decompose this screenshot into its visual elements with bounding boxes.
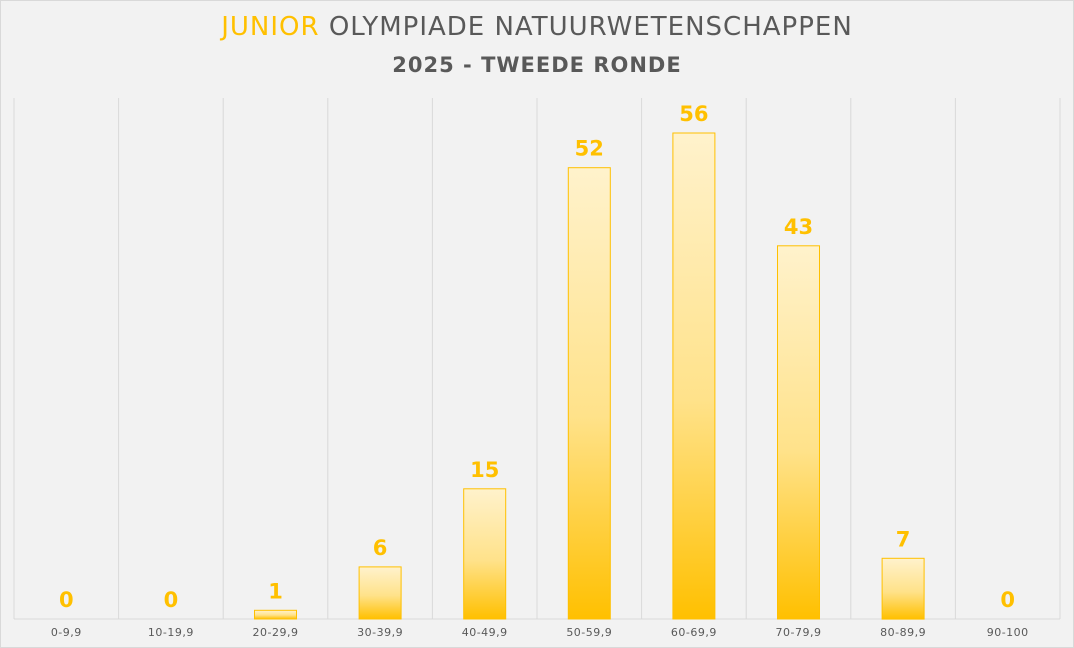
bar-30-39,9: [358, 566, 402, 620]
bar-20-29,9: [254, 609, 297, 620]
x-tick-label: 50-59,9: [566, 626, 612, 639]
bar-60-69,9: [672, 132, 716, 620]
chart-title-main: OLYMPIADE NATUURWETENSCHAPPEN: [328, 12, 853, 42]
chart-title-accent: JUNIOR: [221, 12, 320, 42]
x-tick-label: 30-39,9: [357, 626, 403, 639]
data-label-30-39,9: 6: [373, 536, 388, 560]
x-axis-tick-labels: 0-9,9 10-19,9 20-29,9 30-39,9 40-49,9 50-59,9…: [51, 626, 1029, 639]
bar-50-59,9: [567, 167, 611, 620]
data-label-50-59,9: 52: [575, 137, 604, 161]
data-label-80-89,9: 7: [896, 527, 911, 551]
data-label-70-79,9: 43: [784, 215, 813, 239]
bar-80-89,9: [881, 557, 925, 620]
data-label-10-19,9: 0: [164, 588, 179, 612]
x-tick-label: 0-9,9: [51, 626, 82, 639]
data-label-90-100: 0: [1000, 588, 1015, 612]
data-label-20-29,9: 1: [268, 579, 283, 603]
x-tick-label: 80-89,9: [880, 626, 926, 639]
data-label-40-49,9: 15: [470, 458, 499, 482]
x-tick-label: 90-100: [987, 626, 1029, 639]
bar-40-49,9: [463, 488, 507, 620]
data-label-60-69,9: 56: [679, 102, 708, 126]
chart-title: JUNIOR OLYMPIADE NATUURWETENSCHAPPEN: [0, 12, 1074, 42]
x-tick-label: 70-79,9: [776, 626, 822, 639]
x-tick-label: 10-19,9: [148, 626, 194, 639]
x-tick-label: 40-49,9: [462, 626, 508, 639]
bar-70-79,9: [777, 245, 820, 620]
gridlines: [13, 98, 1061, 620]
x-tick-label: 60-69,9: [671, 626, 717, 639]
bars: [254, 132, 925, 620]
x-tick-label: 20-29,9: [253, 626, 299, 639]
chart-subtitle: 2025 - TWEEDE RONDE: [392, 53, 682, 77]
data-labels: 0 0 1 6 15 52 56 43 7 0: [59, 102, 1015, 612]
data-label-0-9,9: 0: [59, 588, 74, 612]
